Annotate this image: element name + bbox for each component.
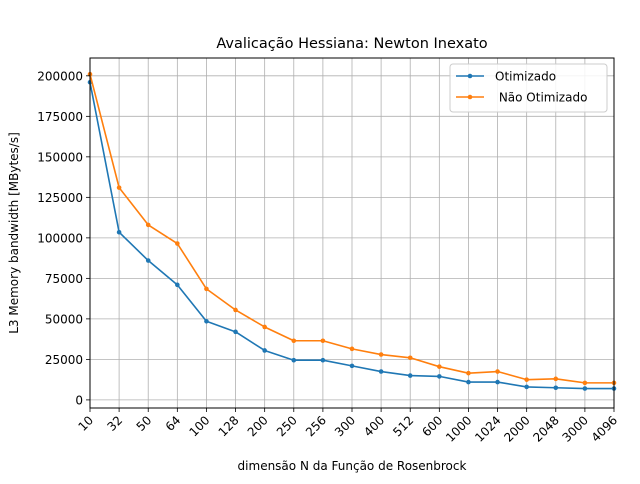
data-point bbox=[204, 319, 209, 324]
legend-box bbox=[449, 63, 608, 113]
data-point bbox=[320, 357, 326, 363]
data-point bbox=[145, 222, 151, 228]
series-layer bbox=[87, 71, 617, 391]
data-point bbox=[175, 241, 180, 246]
data-point bbox=[524, 384, 529, 390]
data-point bbox=[582, 386, 588, 391]
data-point bbox=[407, 373, 413, 378]
y-tick-label: 75000 bbox=[45, 272, 83, 286]
y-tick-label: 100000 bbox=[37, 231, 83, 245]
data-point bbox=[175, 282, 180, 288]
data-point bbox=[524, 377, 529, 382]
data-point bbox=[378, 369, 384, 374]
data-point bbox=[116, 229, 122, 235]
data-point bbox=[233, 307, 238, 313]
data-point bbox=[495, 369, 500, 374]
legend-label: Otimizado bbox=[495, 70, 556, 84]
data-point bbox=[145, 258, 151, 263]
y-tick-label: 0 bbox=[75, 393, 83, 407]
chart-title: Avalicação Hessiana: Newton Inexato bbox=[216, 36, 487, 52]
legend: Otimizado Não Otimizado bbox=[449, 63, 608, 113]
y-tick-label: 150000 bbox=[37, 150, 83, 164]
data-point bbox=[349, 363, 355, 369]
data-point bbox=[233, 329, 238, 335]
data-point bbox=[378, 352, 384, 357]
y-tick-label: 125000 bbox=[37, 191, 83, 205]
data-point bbox=[262, 324, 267, 330]
data-point bbox=[116, 185, 122, 190]
data-point bbox=[437, 364, 442, 369]
legend-marker bbox=[467, 73, 473, 79]
data-point bbox=[553, 385, 559, 391]
y-tick-label: 50000 bbox=[45, 312, 83, 326]
data-point bbox=[349, 346, 355, 352]
data-point bbox=[291, 357, 297, 363]
data-point bbox=[204, 286, 209, 292]
y-tick-label: 175000 bbox=[37, 110, 83, 124]
gridlines bbox=[89, 58, 615, 408]
legend-label: Não Otimizado bbox=[495, 91, 587, 105]
x-axis-label: dimensão N da Função de Rosenbrock bbox=[238, 459, 467, 473]
series-0 bbox=[87, 80, 617, 391]
data-point bbox=[262, 348, 267, 353]
data-point bbox=[437, 374, 442, 379]
data-point bbox=[582, 380, 588, 386]
y-axis-label: L3 Memory bandwidth [MBytes/s] bbox=[7, 132, 21, 334]
data-point bbox=[466, 370, 471, 376]
data-point bbox=[291, 338, 297, 344]
y-tick-label: 200000 bbox=[37, 69, 83, 83]
data-point bbox=[407, 355, 413, 361]
data-point bbox=[466, 379, 471, 385]
legend-marker bbox=[467, 94, 473, 100]
data-point bbox=[553, 376, 559, 382]
y-tick-label: 25000 bbox=[45, 353, 83, 367]
data-point bbox=[320, 338, 326, 344]
data-point bbox=[495, 379, 500, 385]
